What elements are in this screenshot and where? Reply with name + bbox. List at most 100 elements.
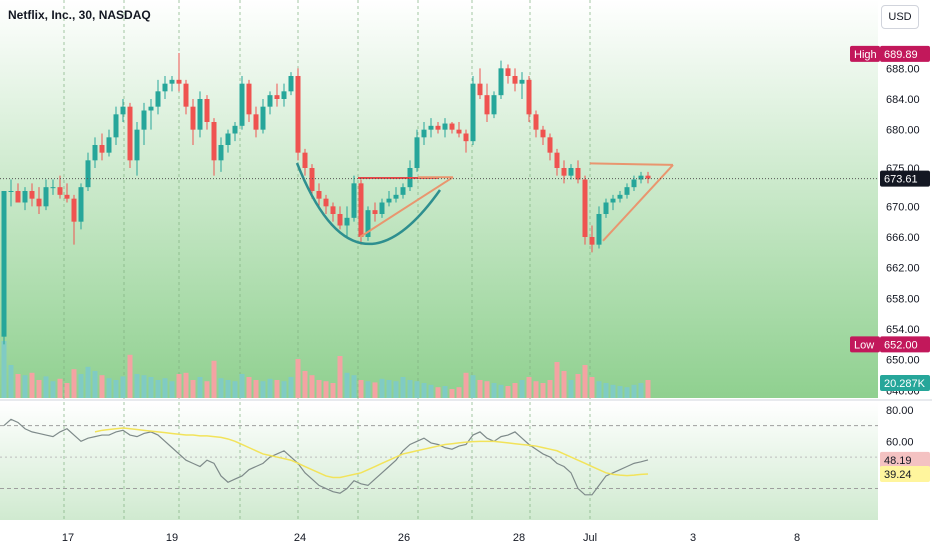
price-tick-label: 670.00	[886, 201, 920, 213]
candle-body	[498, 68, 504, 96]
candle-body	[211, 122, 217, 161]
volume-bar	[624, 387, 630, 398]
volume-bar	[589, 377, 595, 398]
candle-body	[246, 83, 252, 115]
candle-body	[274, 95, 280, 99]
candle-body	[491, 95, 497, 115]
volume-bar	[540, 383, 546, 398]
candle-body	[330, 206, 336, 214]
candle-body	[120, 106, 126, 115]
rsi-value-badge: 48.19	[884, 455, 912, 467]
volume-bar	[127, 354, 133, 398]
volume-bar	[197, 377, 203, 398]
candle-body	[449, 123, 455, 130]
candle-body	[225, 133, 231, 145]
candle-body	[358, 183, 364, 237]
candle-body	[190, 106, 196, 130]
volume-bar	[190, 380, 196, 398]
candle-body	[603, 202, 609, 214]
candle-body	[442, 123, 448, 130]
volume-bar	[267, 378, 273, 398]
candle-body	[85, 160, 91, 188]
high-value-badge-bg	[880, 45, 930, 62]
x-tick-label: 19	[166, 532, 178, 544]
volume-bar	[533, 381, 539, 398]
volume-bar	[372, 382, 378, 398]
volume-bar	[106, 378, 112, 398]
volume-bar	[575, 374, 581, 398]
candle-body	[218, 145, 224, 161]
volume-bar	[568, 380, 574, 398]
candle-body	[29, 191, 35, 199]
volume-bar	[57, 378, 63, 398]
candle-body	[176, 79, 182, 84]
volume-bar	[407, 380, 413, 398]
volume-bar	[225, 380, 231, 398]
volume-bar	[526, 377, 532, 398]
volume-badge: 20.287K	[884, 378, 926, 390]
volume-bar	[302, 371, 308, 398]
candle-body	[645, 175, 651, 179]
volume-bar	[505, 386, 511, 398]
x-tick-label: 17	[62, 532, 74, 544]
candle-body	[463, 133, 469, 142]
volume-bar	[99, 375, 105, 398]
candle-body	[155, 91, 161, 107]
volume-bar	[155, 380, 161, 398]
candle-body	[106, 137, 112, 153]
rsi-tick-label: 80.00	[886, 405, 914, 417]
volume-bar	[288, 377, 294, 398]
candle-body	[92, 145, 98, 161]
high-label: High	[854, 49, 877, 61]
volume-bar	[211, 360, 217, 398]
volume-bar	[176, 374, 182, 398]
price-tick-label: 684.00	[886, 94, 920, 106]
volume-bar	[183, 372, 189, 398]
candle-body	[253, 114, 259, 130]
cup-pattern-curve	[295, 162, 442, 246]
volume-bar	[134, 374, 140, 398]
candle-body	[148, 106, 154, 111]
candle-body	[638, 175, 644, 180]
price-tick-label: 662.00	[886, 263, 920, 275]
price-pane-background	[0, 0, 878, 398]
volume-bar	[15, 374, 21, 398]
candle-body	[582, 179, 588, 237]
candle-body	[533, 114, 539, 130]
candle-body	[505, 68, 511, 76]
volume-bar	[22, 375, 28, 398]
candle-body	[43, 187, 49, 207]
volume-bar	[596, 381, 602, 398]
volume-bar	[393, 381, 399, 398]
currency-button[interactable]: USD	[881, 5, 919, 29]
volume-bar	[260, 381, 266, 398]
candle-body	[568, 168, 574, 176]
candle-body	[36, 198, 42, 207]
volume-bar	[582, 365, 588, 398]
last-price-badge: 673.61	[884, 174, 918, 186]
volume-bar	[64, 383, 70, 398]
x-tick-label: 26	[398, 532, 410, 544]
candle-body	[561, 168, 567, 176]
volume-bar	[470, 375, 476, 398]
candle-body	[64, 194, 70, 199]
candle-body	[470, 83, 476, 142]
volume-bar	[561, 371, 567, 398]
volume-bar	[463, 372, 469, 398]
candle-body	[99, 145, 105, 153]
volume-bar	[638, 383, 644, 398]
candle-body	[57, 187, 63, 195]
volume-bar	[281, 381, 287, 398]
candle-body	[127, 106, 133, 161]
candle-body	[302, 152, 308, 168]
candle-body	[309, 168, 315, 191]
volume-bar	[330, 383, 336, 398]
candle-body	[428, 125, 434, 130]
candle-body	[323, 198, 329, 207]
candle-body	[197, 99, 203, 130]
candle-body	[113, 114, 119, 138]
candle-body	[1, 191, 7, 337]
volume-badge-bg	[880, 375, 930, 391]
price-tick-label: 666.00	[886, 232, 920, 244]
candle-body	[281, 91, 287, 99]
